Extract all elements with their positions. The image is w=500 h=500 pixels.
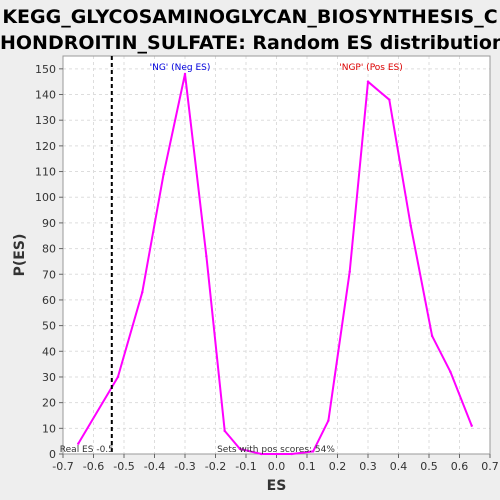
data-point	[311, 450, 315, 453]
data-point	[260, 452, 263, 456]
x-tick-label: 0.2	[329, 460, 347, 473]
y-tick-label: 10	[42, 422, 56, 435]
data-point	[238, 447, 242, 451]
chart-title-line-1: KEGG_GLYCOSAMINOGLYCAN_BIOSYNTHESIS_C	[2, 6, 498, 28]
chart-title: KEGG_GLYCOSAMINOGLYCAN_BIOSYNTHESIS_C HO…	[0, 4, 500, 56]
series-layer	[77, 72, 473, 456]
data-point	[162, 172, 165, 176]
neg-es-label: 'NG' (Neg ES)	[150, 63, 211, 73]
data-point	[366, 80, 370, 83]
data-point	[205, 255, 208, 258]
y-tick-label: 90	[42, 217, 56, 230]
y-tick-label: 70	[42, 268, 56, 281]
data-point	[77, 442, 80, 445]
x-tick-label: 0.3	[359, 460, 377, 473]
y-tick-label: 120	[35, 140, 56, 153]
data-point	[470, 424, 473, 427]
y-tick-label: 50	[42, 320, 56, 333]
x-tick-label: 0.7	[481, 460, 499, 473]
x-tick-label: 0.5	[420, 460, 438, 473]
y-tick-label: 0	[49, 448, 56, 461]
data-point	[116, 375, 120, 379]
x-tick-label: -0.2	[205, 460, 226, 473]
data-point	[290, 452, 293, 456]
y-tick-label: 140	[35, 89, 56, 102]
x-axis-label: ES	[267, 478, 287, 494]
axes: 0 10 20 30 40 50 60 70 80 90 100 110 120 130 140 150 -0.…	[35, 55, 499, 473]
x-tick-label: -0.7	[52, 460, 73, 473]
x-tick-label: -0.6	[83, 460, 104, 473]
y-tick-label: 130	[35, 114, 56, 127]
y-tick-label: 150	[35, 63, 56, 76]
data-point	[449, 370, 452, 374]
x-tick-label: 0.0	[268, 460, 286, 473]
y-tick-label: 100	[35, 191, 56, 204]
data-point	[183, 72, 187, 76]
chart-title-line-2: HONDROITIN_SULFATE: Random ES distributi…	[0, 32, 500, 54]
data-point	[348, 270, 351, 273]
data-point	[409, 224, 412, 227]
y-tick-label: 60	[42, 294, 56, 307]
y-tick-label: 40	[42, 345, 56, 358]
x-tick-label: -0.5	[113, 460, 134, 473]
pos-es-label: 'NGP' (Pos ES)	[339, 63, 403, 73]
y-tick-label: 30	[42, 371, 56, 384]
data-point	[223, 429, 226, 433]
x-tick-label: 0.4	[390, 460, 408, 473]
data-point	[388, 98, 391, 101]
y-tick-label: 80	[42, 243, 56, 256]
y-tick-label: 110	[35, 166, 56, 179]
data-point	[141, 291, 144, 294]
y-axis-label: P(ES)	[12, 234, 28, 277]
x-tick-label: -0.1	[235, 460, 256, 473]
data-point	[430, 334, 434, 338]
real-es-label: Real ES -0.5	[60, 445, 114, 455]
x-tick-label: 0.6	[451, 460, 469, 473]
x-tick-label: 0.1	[298, 460, 316, 473]
x-tick-label: -0.3	[174, 460, 195, 473]
y-tick-label: 20	[42, 397, 56, 410]
x-tick-label: -0.4	[144, 460, 165, 473]
data-point	[327, 419, 330, 422]
pos-scores-label: Sets with pos scores: 54%	[217, 445, 335, 455]
